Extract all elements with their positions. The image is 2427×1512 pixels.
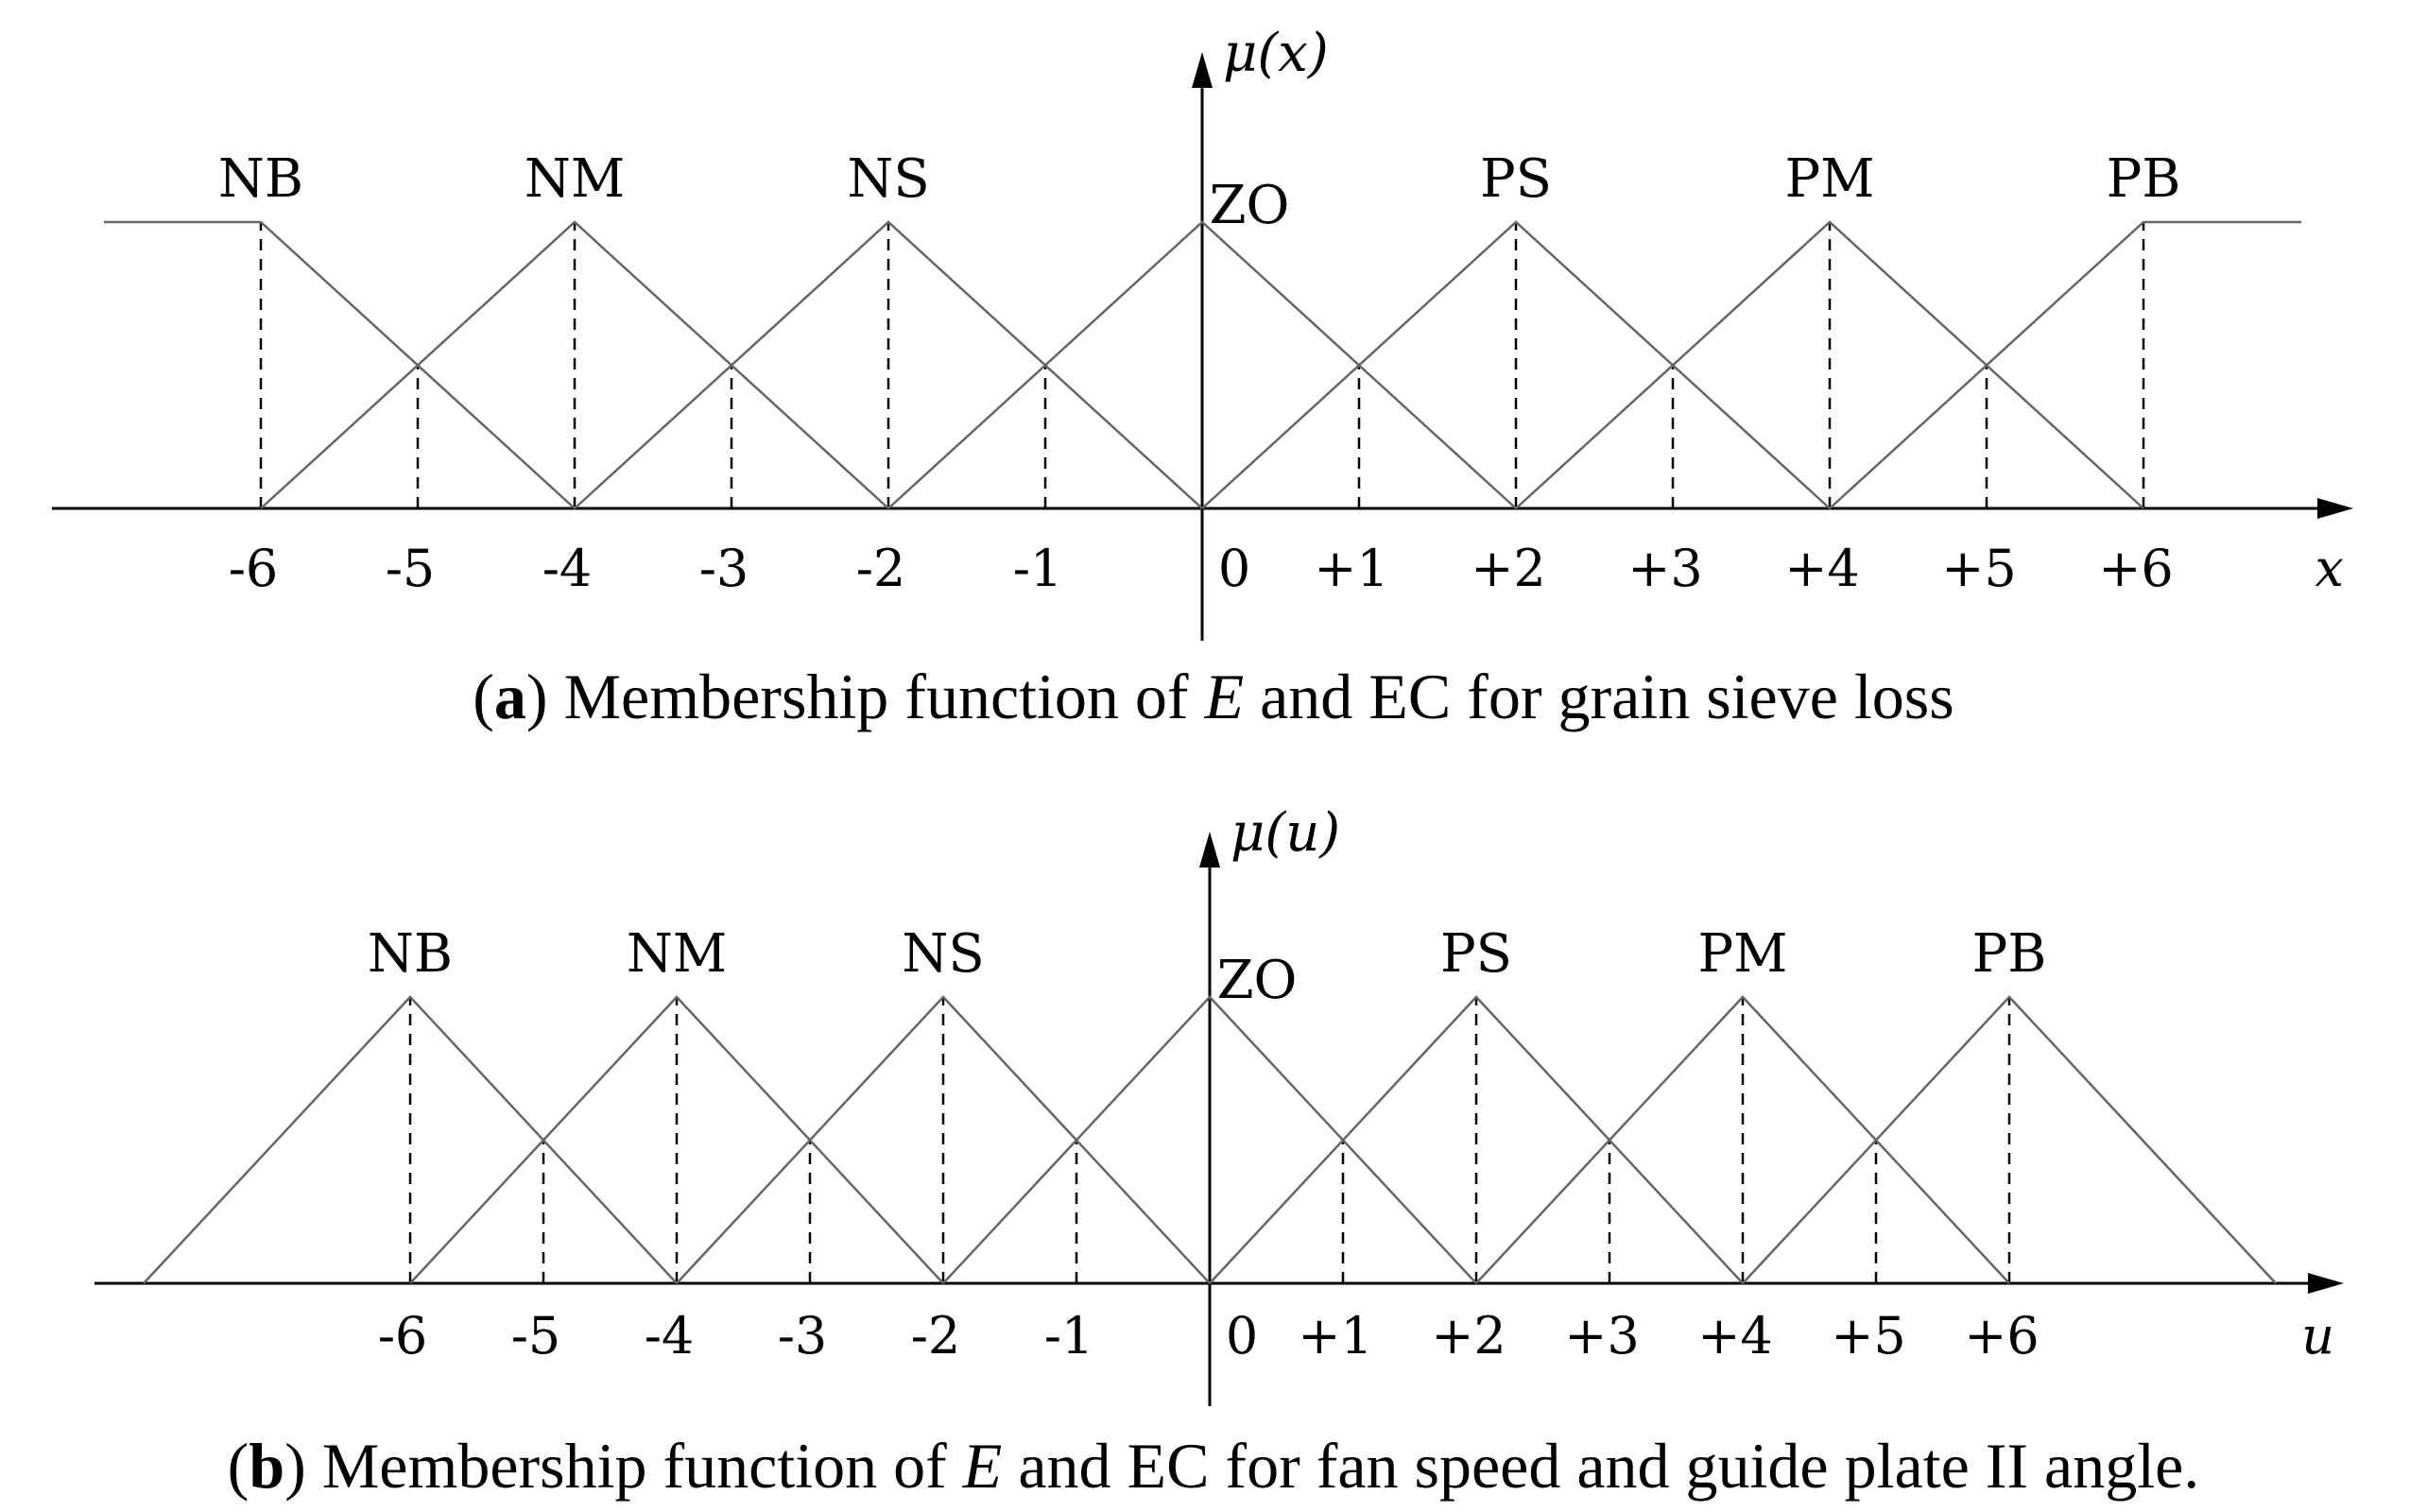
panel-b-chart: NB NM NS ZO PS PM PB -6 -5 -4 -3 -2 -1 0 +1 +2 +3 +4 +5 +6 u… (95, 802, 2344, 1406)
x-axis-label: u (2301, 1306, 2334, 1366)
x-tick-label: -6 (378, 1306, 428, 1366)
caption-a-tag: a (493, 661, 526, 732)
x-tick-label: +3 (1564, 1306, 1640, 1366)
series-label-ps: PS (1480, 148, 1552, 210)
x-tick-label: -1 (1013, 539, 1063, 598)
x-tick-label: +5 (1831, 1306, 1906, 1366)
series-label-pb: PB (2107, 148, 2181, 210)
y-axis-arrow-icon (1192, 52, 1213, 88)
series-label-nb: NB (218, 148, 303, 210)
series-line-pm (1475, 995, 2010, 1284)
y-axis-arrow-icon (1199, 832, 1220, 868)
series-label-zo: ZO (1217, 950, 1298, 1011)
caption-a: (a) Membership function of E and EC for … (473, 661, 1954, 732)
series-line-zo (887, 220, 1517, 509)
x-tick-label: +1 (1314, 539, 1389, 598)
x-tick-label: -5 (386, 539, 436, 598)
series-line-ps (1201, 220, 1831, 509)
y-axis-label: μ(x) (1223, 23, 1329, 84)
x-tick-label: 0 (1218, 539, 1250, 598)
caption-a-variable: E (1204, 661, 1245, 732)
x-tick-label: +4 (1784, 539, 1860, 598)
series-label-ns: NS (902, 923, 984, 985)
x-axis-arrow-icon (2308, 1273, 2344, 1294)
x-tick-label: -1 (1044, 1306, 1094, 1366)
series-label-nm: NM (627, 923, 727, 985)
x-axis-label: x (2315, 539, 2344, 598)
series-label-ns: NS (847, 148, 929, 210)
series-line-nb (104, 220, 576, 509)
x-tick-label: +2 (1431, 1306, 1506, 1366)
x-tick-label: +6 (1964, 1306, 2040, 1366)
series-label-zo: ZO (1210, 175, 1290, 236)
series-label-nb: NB (368, 923, 453, 985)
series-line-pb (1829, 220, 2301, 509)
caption-b-tag: b (249, 1430, 285, 1502)
x-tick-label: +4 (1697, 1306, 1773, 1366)
series-line-ps (1209, 995, 1744, 1284)
x-tick-label: +1 (1298, 1306, 1373, 1366)
caption-b: (b) Membership function of E and EC for … (227, 1430, 2200, 1502)
series-label-pm: PM (1784, 148, 1874, 210)
x-tick-label: -5 (511, 1306, 561, 1366)
series-line-pm (1515, 220, 2144, 509)
panel-a-chart: NB NM NS ZO PS PM PB -6 -5 -4 -3 -2 -1 0 +1 +2 +3 +4 +5 +6 x… (52, 23, 2353, 641)
x-tick-label: +3 (1627, 539, 1703, 598)
x-tick-label: -6 (229, 539, 279, 598)
series-line-nm (260, 220, 889, 509)
x-tick-label: +6 (2098, 539, 2174, 598)
y-axis-label: μ(u) (1231, 802, 1340, 864)
series-label-nm: NM (525, 148, 625, 210)
series-label-pb: PB (1972, 923, 2047, 985)
series-line-zo (942, 995, 1477, 1284)
x-tick-label: -3 (778, 1306, 828, 1366)
x-tick-label: -4 (542, 539, 593, 598)
x-tick-label: -2 (856, 539, 906, 598)
series-line-ns (676, 995, 1211, 1284)
x-tick-label: -2 (911, 1306, 961, 1366)
series-line-nm (409, 995, 944, 1284)
series-line-ns (574, 220, 1203, 509)
series-line-nb (143, 995, 678, 1284)
x-tick-label: +2 (1471, 539, 1546, 598)
x-tick-label: 0 (1226, 1306, 1258, 1366)
x-tick-label: +5 (1941, 539, 2017, 598)
x-axis-arrow-icon (2317, 498, 2353, 519)
series-line-pb (1742, 995, 2277, 1284)
caption-b-variable: E (962, 1430, 1003, 1502)
series-label-ps: PS (1440, 923, 1512, 985)
x-tick-label: -4 (645, 1306, 695, 1366)
series-label-pm: PM (1697, 923, 1787, 985)
x-tick-label: -3 (699, 539, 749, 598)
